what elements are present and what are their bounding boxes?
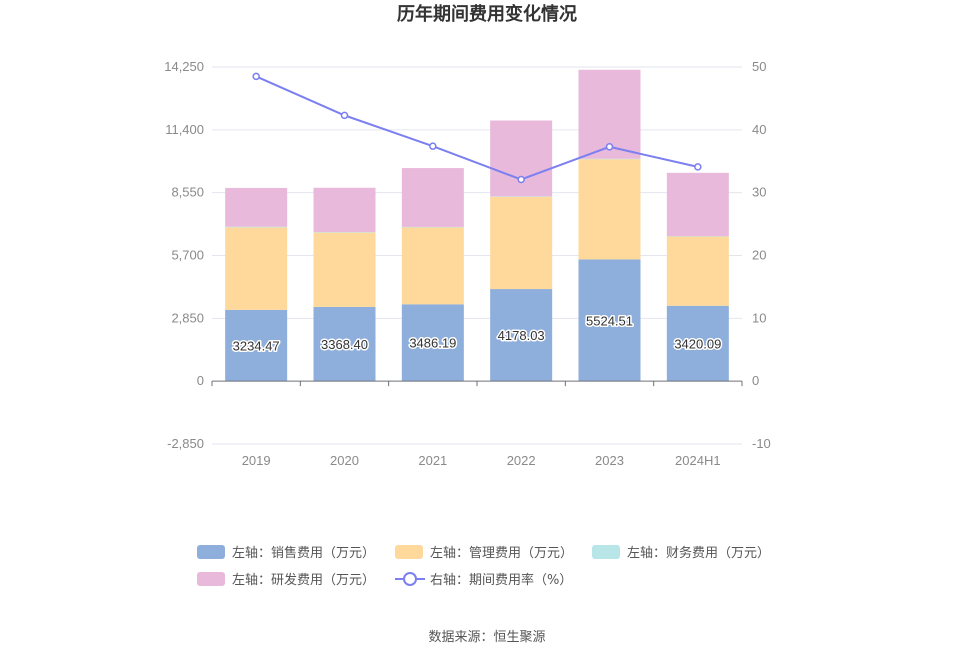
left-axis-ticks: -2,850 0 2,850 5,700 8,550 11,400 14,250	[164, 59, 204, 451]
data-label: 3486.19	[409, 336, 456, 351]
legend-swatch	[197, 572, 225, 586]
bar-segment	[401, 168, 464, 227]
rate-point	[694, 163, 702, 171]
bar-segment	[225, 187, 288, 227]
bar-segment	[578, 158, 641, 160]
bar-segment	[578, 259, 641, 382]
legend-circle-swatch	[403, 572, 417, 586]
bar-segment	[313, 232, 376, 233]
legend-label: 右轴：期间费用率（%）	[430, 572, 572, 588]
left-tick-label: -2,850	[167, 436, 204, 451]
left-tick-label: 2,850	[171, 310, 204, 325]
x-tick-label: 2023	[595, 453, 624, 468]
data-label: 3368.40	[321, 337, 368, 352]
right-axis-ticks: -10 0 10 20 30 40 50	[752, 59, 771, 451]
legend-swatch	[395, 545, 423, 559]
legend-label: 左轴：财务费用（万元）	[627, 545, 770, 561]
right-tick-label: 20	[752, 248, 766, 263]
bar-segment	[490, 196, 553, 290]
bars	[225, 69, 729, 382]
rate-point	[429, 142, 437, 150]
x-tick-label: 2021	[418, 453, 447, 468]
bar-segment	[401, 304, 464, 382]
chart-title: 历年期间费用变化情况	[397, 3, 577, 25]
bar-segment	[401, 226, 464, 228]
left-tick-label: 5,700	[171, 248, 204, 263]
right-tick-label: -10	[752, 436, 771, 451]
rate-point	[605, 143, 614, 151]
bar-segment	[225, 309, 288, 382]
rate-point	[517, 175, 525, 184]
left-tick-label: 11,400	[165, 122, 204, 137]
bar-segment	[313, 306, 376, 382]
left-tick-label: 14,250	[164, 59, 204, 74]
x-axis	[211, 380, 743, 387]
rate-point	[340, 111, 349, 120]
rate-line-path	[255, 75, 699, 181]
right-tick-label: 10	[752, 310, 766, 325]
right-tick-label: 0	[752, 373, 759, 388]
bar-segment	[666, 305, 729, 382]
right-tick-label: 50	[752, 59, 766, 74]
bar-segment	[490, 196, 553, 197]
rate-line	[252, 72, 702, 184]
data-labels: 3234.47 3368.40 3486.19 4178.03 5524.51 3420.…	[231, 312, 723, 355]
left-tick-label: 0	[197, 373, 204, 388]
bar-segment	[666, 236, 729, 237]
bar-segment	[490, 120, 553, 197]
legend-label: 左轴：研发费用（万元）	[232, 572, 375, 588]
legend: 左轴：销售费用（万元） 左轴：管理费用（万元） 左轴：财务费用（万元） 左轴：研发费用…	[197, 545, 770, 588]
source-text: 数据来源：恒生聚源	[428, 630, 545, 645]
bar-segment	[401, 227, 464, 305]
x-tick-label: 2020	[330, 453, 359, 468]
legend-label: 左轴：管理费用（万元）	[430, 546, 573, 561]
bar-segment	[313, 232, 376, 307]
x-tick-label: 2022	[507, 453, 536, 468]
legend-label: 左轴：销售费用（万元）	[232, 545, 375, 561]
legend-swatch	[197, 545, 225, 559]
data-label: 5524.51	[586, 313, 633, 328]
x-tick-label: 2019	[242, 453, 271, 468]
bar-segment	[666, 172, 729, 237]
legend-swatch	[592, 545, 620, 559]
bar-segment	[313, 187, 376, 233]
right-tick-label: 30	[752, 185, 766, 200]
data-label: 3420.09	[674, 336, 721, 351]
bar-segment	[225, 226, 288, 228]
bar-segment	[578, 159, 641, 260]
x-tick-label: 2024H1	[675, 453, 721, 468]
bar-segment	[225, 227, 288, 310]
right-tick-label: 40	[752, 122, 766, 137]
data-label: 3234.47	[233, 339, 280, 354]
x-axis-ticks: 2019 2020 2021 2022 2023 2024H1	[242, 453, 721, 468]
bar-segment	[666, 236, 729, 306]
data-label: 4178.03	[498, 328, 545, 343]
left-tick-label: 8,550	[171, 185, 204, 200]
gridlines	[212, 66, 742, 445]
bar-segment	[490, 289, 553, 382]
rate-point	[252, 72, 260, 81]
